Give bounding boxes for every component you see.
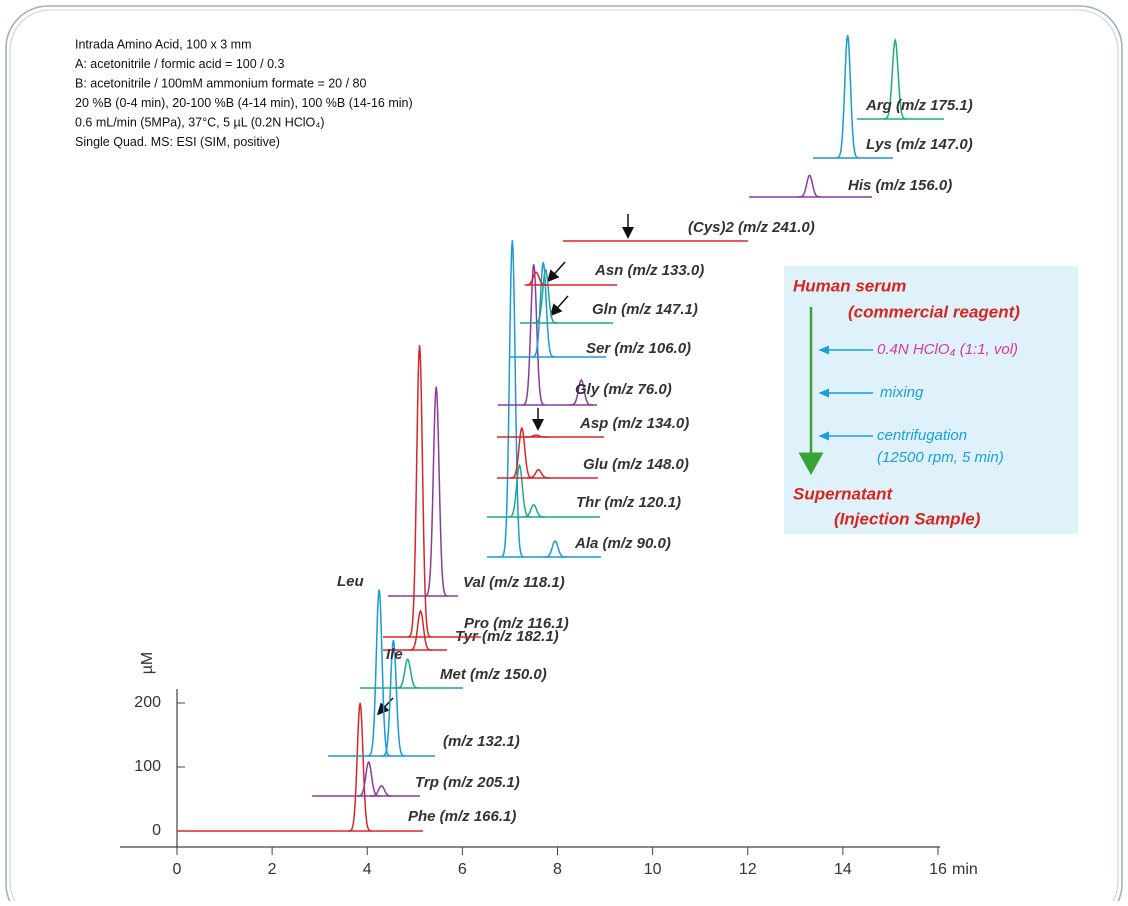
peak <box>367 589 391 757</box>
frame <box>5 5 1123 906</box>
y-axis-label: µM <box>139 652 156 675</box>
x-axis-label: min <box>952 861 978 878</box>
peak <box>381 640 405 757</box>
trace-label: Asp (m/z 134.0) <box>579 415 689 432</box>
x-tick-label: 8 <box>553 861 562 878</box>
trace-label: Phe (m/z 166.1) <box>408 808 516 825</box>
prep-end: (Injection Sample) <box>834 509 981 528</box>
pointer-arrow <box>550 295 569 317</box>
x-tick-label: 4 <box>363 861 372 878</box>
peak <box>527 468 550 479</box>
y-tick-label: 200 <box>134 694 161 711</box>
method-line: Intrada Amino Acid, 100 x 3 mm <box>75 37 251 51</box>
prep-step: mixing <box>880 384 924 401</box>
trace-label: (m/z 132.1) <box>443 733 520 750</box>
frame-inner <box>9 9 1119 906</box>
peak <box>396 658 420 689</box>
method-line: A: acetonitrile / formic acid = 100 / 0.… <box>75 57 285 71</box>
x-tick-label: 6 <box>458 861 467 878</box>
peak <box>522 503 546 518</box>
trace-label: Val (m/z 118.1) <box>463 574 565 591</box>
trace-label: Thr (m/z 120.1) <box>576 494 681 511</box>
method-line: B: acetonitrile / 100mM ammonium formate… <box>75 76 366 90</box>
peak <box>531 262 555 358</box>
prep-start: (commercial reagent) <box>848 302 1020 321</box>
pointer-arrow <box>376 697 394 716</box>
peak <box>407 345 432 638</box>
peak <box>883 37 907 120</box>
trace-label: Ser (m/z 106.0) <box>586 340 691 357</box>
peak <box>357 760 381 797</box>
peak <box>836 34 860 159</box>
trace-label: Pro (m/z 116.1) <box>464 615 569 632</box>
peak <box>370 784 393 797</box>
trace-label: Glu (m/z 148.0) <box>583 456 689 473</box>
peak <box>409 609 432 651</box>
peak <box>500 240 524 558</box>
x-tick-label: 14 <box>834 861 852 878</box>
trace-label: Trp (m/z 205.1) <box>415 774 520 791</box>
method-line: 20 %B (0-4 min), 20-100 %B (4-14 min), 1… <box>75 96 413 110</box>
prep-start: Human serum <box>793 276 906 295</box>
peak <box>424 386 448 597</box>
trace-label: Lys (m/z 147.0) <box>866 136 973 153</box>
trace-label: Asn (m/z 133.0) <box>594 262 704 279</box>
peak <box>569 378 593 406</box>
y-tick-label: 0 <box>152 822 161 839</box>
peak <box>543 540 567 558</box>
prep-box <box>784 266 1078 534</box>
x-tick-label: 2 <box>268 861 277 878</box>
peak <box>524 434 548 438</box>
trace-label: Gly (m/z 76.0) <box>575 381 672 398</box>
trace-label: (Cys)2 (m/z 241.0) <box>688 219 815 236</box>
prep-step: centrifugation <box>877 427 967 444</box>
peak <box>510 426 534 479</box>
peak-label: Leu <box>337 573 364 590</box>
x-tick-label: 10 <box>644 861 662 878</box>
trace-label: Arg (m/z 175.1) <box>865 97 973 114</box>
method-line: Single Quad. MS: ESI (SIM, positive) <box>75 135 280 149</box>
peak <box>534 268 558 324</box>
pointer-arrow <box>547 261 566 283</box>
prep-step: 0.4N HClO₄ (1:1, vol) <box>877 341 1018 358</box>
trace-label: Ala (m/z 90.0) <box>574 535 671 552</box>
x-tick-label: 0 <box>173 861 182 878</box>
trace-label: Met (m/z 150.0) <box>440 666 547 683</box>
trace-label: Gln (m/z 147.1) <box>592 301 698 318</box>
trace-label: His (m/z 156.0) <box>848 177 952 194</box>
method-line: 0.6 mL/min (5MPa), 37°C, 5 µL (0.2N HClO… <box>75 115 325 129</box>
peak-label: Ile <box>386 646 403 663</box>
prep-end: Supernatant <box>793 484 894 503</box>
x-tick-label: 16 <box>929 861 947 878</box>
peak <box>798 174 822 198</box>
x-tick-label: 12 <box>739 861 757 878</box>
trace-label: Tyr (m/z 182.1) <box>455 628 559 645</box>
peak <box>524 271 548 286</box>
peak <box>522 264 546 406</box>
peak <box>348 702 372 832</box>
prep-step: (12500 rpm, 5 min) <box>877 449 1004 466</box>
y-tick-label: 100 <box>134 758 161 775</box>
